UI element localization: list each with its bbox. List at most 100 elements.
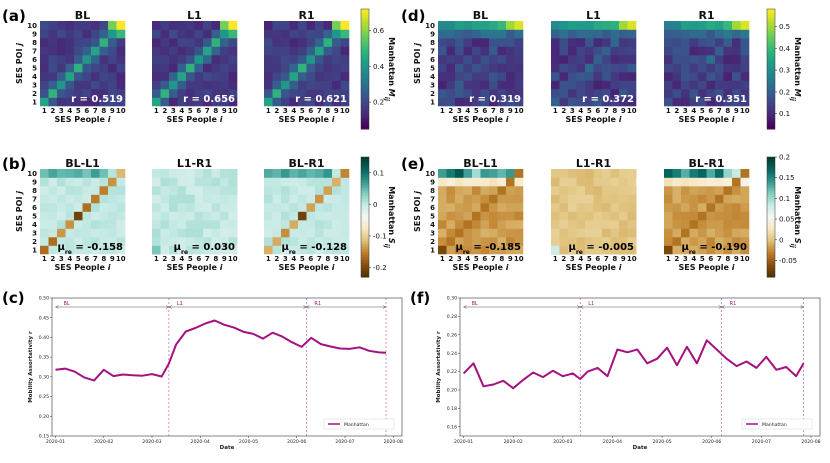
heatmap-cell xyxy=(723,97,733,107)
heatmap-cell xyxy=(160,55,170,64)
heatmap-cell xyxy=(194,97,204,107)
colorbar-segment xyxy=(361,43,369,46)
x-tick-label: 8 xyxy=(499,255,504,263)
colorbar-segment xyxy=(361,109,369,112)
heatmap-cell xyxy=(627,21,637,30)
heatmap-cell xyxy=(108,220,117,229)
heatmap-cell xyxy=(514,186,524,195)
heatmap-cell xyxy=(169,72,178,81)
heatmap-cell xyxy=(506,55,515,64)
x-tick-label: 9 xyxy=(110,107,115,115)
subplot-title: L1-R1 xyxy=(177,157,212,170)
heatmap-cell xyxy=(438,80,447,90)
heatmap-cell xyxy=(602,237,611,246)
colorbar-segment xyxy=(767,75,775,78)
colorbar-segment xyxy=(767,33,775,36)
heatmap-cell xyxy=(568,245,577,255)
heatmap-cell xyxy=(82,237,92,246)
heatmap-cell xyxy=(602,228,611,238)
heatmap-cell xyxy=(211,186,221,195)
heatmap-cell xyxy=(593,245,603,255)
heatmap-cell xyxy=(289,55,299,64)
heatmap-cell xyxy=(715,63,724,73)
heatmap-cell xyxy=(65,220,75,229)
y-tick-label: 0.50 xyxy=(39,296,49,302)
heatmap-cell xyxy=(298,186,307,195)
heatmap-cell xyxy=(203,237,212,246)
heatmap-cell xyxy=(48,169,58,178)
heatmap-cell xyxy=(715,38,724,47)
y-tick-label: 1 xyxy=(430,98,435,106)
stat-annotation: r = 0.351 xyxy=(695,94,747,105)
heatmap-cell xyxy=(715,169,724,178)
heatmap-cell xyxy=(698,55,707,64)
y-tick-label: 3 xyxy=(32,81,37,89)
heatmap-cell xyxy=(48,237,58,246)
colorbar-segment xyxy=(361,173,369,176)
y-tick-label: 7 xyxy=(430,195,435,203)
heatmap-cell xyxy=(706,211,716,221)
colorbar-segment xyxy=(361,249,369,252)
x-tick-label: 2 xyxy=(674,107,679,115)
heatmap-cell xyxy=(220,72,229,81)
heatmap-cell xyxy=(585,169,594,178)
colorbar-segment xyxy=(361,197,369,200)
heatmap-cell xyxy=(593,237,603,246)
heatmap-cell xyxy=(169,46,178,56)
heatmap-cell xyxy=(619,46,628,56)
heatmap-cell xyxy=(323,29,333,39)
heatmap-cell xyxy=(627,97,637,107)
heatmap-cell xyxy=(698,211,707,221)
heatmap-cell xyxy=(740,63,750,73)
colorbar-segment xyxy=(767,65,775,68)
heatmap-cell xyxy=(220,220,229,229)
colorbar-segment xyxy=(361,19,369,22)
colorbar-segment xyxy=(767,203,775,206)
heatmap-cell xyxy=(74,220,83,229)
colorbar-segment xyxy=(767,259,775,262)
heatmap-cell xyxy=(568,177,577,187)
x-tick-label: 5 xyxy=(587,107,592,115)
heatmap-cell xyxy=(82,220,92,229)
heatmap-cell xyxy=(585,55,594,64)
heatmap-cell xyxy=(681,72,690,81)
heatmap-cell xyxy=(323,72,333,81)
heatmap-cell xyxy=(99,194,109,204)
heatmap-cell xyxy=(698,203,707,212)
colorbar-segment xyxy=(361,209,369,212)
heatmap-cell xyxy=(698,237,707,246)
heatmap-cell xyxy=(99,169,109,178)
colorbar-segment xyxy=(361,125,369,128)
legend-box xyxy=(323,418,395,430)
heatmap-cell xyxy=(220,46,229,56)
heatmap-cell xyxy=(672,21,682,30)
heatmap-cell xyxy=(681,80,690,90)
heatmap-cell xyxy=(559,89,569,98)
heatmap-cell xyxy=(585,211,594,221)
heatmap-cell xyxy=(585,186,594,195)
heatmap-cell xyxy=(514,72,524,81)
heatmap-cell xyxy=(602,211,611,221)
x-tick-label: 7 xyxy=(317,255,322,263)
colorbar-segment xyxy=(767,95,775,98)
heatmap-cell xyxy=(264,194,273,204)
heatmap-cell xyxy=(99,245,109,255)
heatmap-cell xyxy=(585,89,594,98)
heatmap-cell xyxy=(664,89,673,98)
heatmap-cell xyxy=(723,245,733,255)
colorbar-segment xyxy=(767,257,775,260)
x-tick-label: 9 xyxy=(621,255,626,263)
colorbar-tick-label: 0.1 xyxy=(779,195,790,203)
colorbar-segment xyxy=(361,115,369,118)
heatmap-cell xyxy=(323,177,333,187)
colorbar-segment xyxy=(767,263,775,266)
heatmap-cell xyxy=(332,29,341,39)
x-tick-label: 10 xyxy=(514,255,524,263)
heatmap-cell xyxy=(211,177,221,187)
heatmap-cell xyxy=(672,237,682,246)
heatmap-cell xyxy=(698,89,707,98)
heatmap-cell xyxy=(559,169,569,178)
heatmap-cell xyxy=(514,194,524,204)
y-axis-label: SES POI j xyxy=(15,43,24,84)
heatmap-cell xyxy=(514,63,524,73)
